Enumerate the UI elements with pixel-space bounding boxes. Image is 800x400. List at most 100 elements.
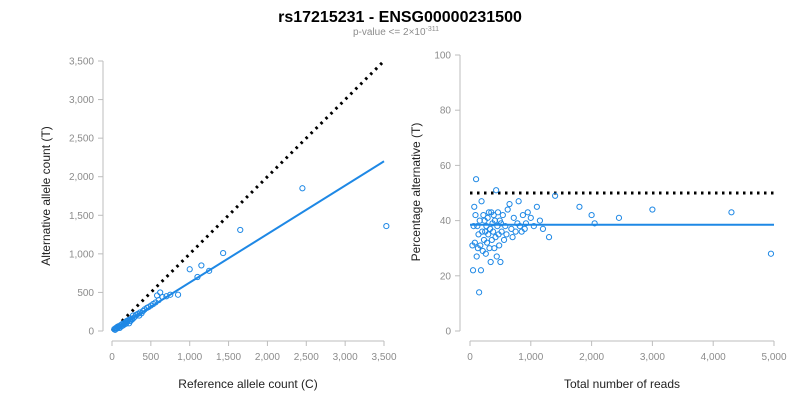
x-tick-label: 2,500 bbox=[294, 352, 319, 363]
y-tick-label: 60 bbox=[440, 161, 452, 172]
data-point bbox=[478, 198, 485, 205]
data-point bbox=[500, 236, 508, 244]
data-point bbox=[473, 253, 480, 260]
data-point bbox=[299, 185, 306, 192]
data-point bbox=[545, 234, 553, 241]
x-axis-label: Reference allele count (C) bbox=[178, 377, 317, 391]
data-point bbox=[527, 214, 534, 221]
data-point bbox=[508, 225, 515, 232]
x-tick-label: 3,000 bbox=[640, 352, 665, 363]
data-point bbox=[522, 220, 530, 227]
y-tick-label: 20 bbox=[440, 271, 452, 282]
data-point bbox=[519, 211, 526, 219]
data-point bbox=[167, 291, 174, 298]
data-point bbox=[497, 258, 504, 266]
data-point bbox=[472, 211, 479, 219]
data-point bbox=[491, 245, 498, 252]
data-point bbox=[482, 250, 489, 257]
x-tick-label: 0 bbox=[467, 352, 473, 363]
data-point bbox=[487, 258, 494, 266]
data-point bbox=[471, 203, 478, 210]
data-point bbox=[483, 239, 491, 246]
data-point bbox=[488, 236, 495, 244]
data-point bbox=[576, 203, 583, 210]
data-point bbox=[469, 267, 477, 274]
y-tick-label: 500 bbox=[77, 288, 94, 299]
data-point bbox=[497, 220, 505, 227]
data-point bbox=[728, 209, 735, 216]
y-axis-label: Percentage alternative (T) bbox=[409, 123, 423, 262]
data-point bbox=[490, 211, 497, 219]
scatter-panel-percentage: 0 1,000 2,000 3,000 4,000 5,000 0 20 40 60 80 100 To… bbox=[409, 51, 787, 392]
data-point bbox=[484, 214, 491, 221]
data-point bbox=[474, 223, 481, 230]
data-point bbox=[477, 267, 485, 274]
data-point bbox=[515, 198, 522, 205]
data-point bbox=[471, 239, 478, 246]
data-point bbox=[493, 187, 500, 194]
data-point bbox=[536, 217, 544, 224]
data-point bbox=[477, 242, 484, 249]
data-point bbox=[510, 214, 517, 221]
data-point bbox=[516, 223, 523, 230]
data-point bbox=[506, 200, 513, 208]
data-point bbox=[174, 291, 182, 298]
data-point bbox=[472, 176, 480, 183]
y-tick-label: 0 bbox=[445, 327, 451, 338]
data-point bbox=[476, 289, 483, 296]
data-point bbox=[649, 206, 656, 213]
x-axis-label: Total number of reads bbox=[564, 377, 680, 391]
data-point bbox=[503, 231, 510, 238]
data-point bbox=[591, 220, 598, 227]
subtitle-exponent: -311 bbox=[426, 26, 440, 33]
data-point bbox=[479, 228, 486, 235]
x-tick-label: 500 bbox=[143, 352, 160, 363]
data-point bbox=[504, 206, 511, 213]
x-tick-label: 3,500 bbox=[371, 352, 396, 363]
data-point bbox=[490, 228, 497, 235]
data-point bbox=[470, 223, 477, 230]
data-point bbox=[475, 231, 482, 238]
y-tick-label: 40 bbox=[440, 216, 452, 227]
data-point bbox=[494, 209, 502, 216]
y-axis-label: Alternative allele count (T) bbox=[39, 126, 53, 265]
chart-title: rs17215231 - ENSG00000231500 bbox=[278, 9, 522, 26]
scatter-panel-allele-counts: 0 500 1,000 1,500 2,000 2,500 3,000 3,500 0 500 1,… bbox=[39, 57, 397, 392]
data-point bbox=[512, 228, 519, 235]
data-point bbox=[530, 223, 537, 230]
y-tick-label: 2,000 bbox=[69, 172, 94, 183]
data-point bbox=[480, 211, 487, 219]
data-point bbox=[206, 267, 213, 274]
data-point bbox=[485, 231, 492, 238]
data-point bbox=[533, 203, 540, 210]
x-tick-label: 2,000 bbox=[579, 352, 604, 363]
data-point bbox=[521, 225, 528, 232]
data-point bbox=[499, 211, 506, 219]
x-tick-label: 3,000 bbox=[333, 352, 358, 363]
subtitle-text: p-value <= 2×10 bbox=[353, 27, 426, 38]
x-tick-label: 0 bbox=[109, 352, 115, 363]
data-point bbox=[767, 250, 775, 257]
y-tick-label: 2,500 bbox=[69, 134, 94, 145]
data-point bbox=[588, 211, 595, 219]
reference-line bbox=[110, 59, 386, 333]
data-point bbox=[496, 242, 503, 249]
y-tick-label: 1,500 bbox=[69, 211, 94, 222]
data-point bbox=[524, 209, 531, 216]
x-tick-label: 1,000 bbox=[177, 352, 202, 363]
data-point bbox=[615, 214, 623, 221]
data-point bbox=[186, 266, 193, 273]
chart-subtitle: p-value <= 2×10-311 bbox=[353, 26, 439, 38]
data-point bbox=[498, 228, 505, 235]
data-point bbox=[383, 222, 390, 230]
y-tick-label: 100 bbox=[434, 51, 451, 62]
data-point bbox=[539, 225, 547, 232]
data-point bbox=[509, 234, 516, 241]
y-tick-label: 3,000 bbox=[69, 95, 94, 106]
data-point bbox=[220, 249, 227, 257]
y-tick-label: 1,000 bbox=[69, 249, 94, 260]
y-tick-label: 80 bbox=[440, 106, 452, 117]
fit-line bbox=[111, 160, 385, 332]
y-tick-label: 0 bbox=[88, 327, 94, 338]
